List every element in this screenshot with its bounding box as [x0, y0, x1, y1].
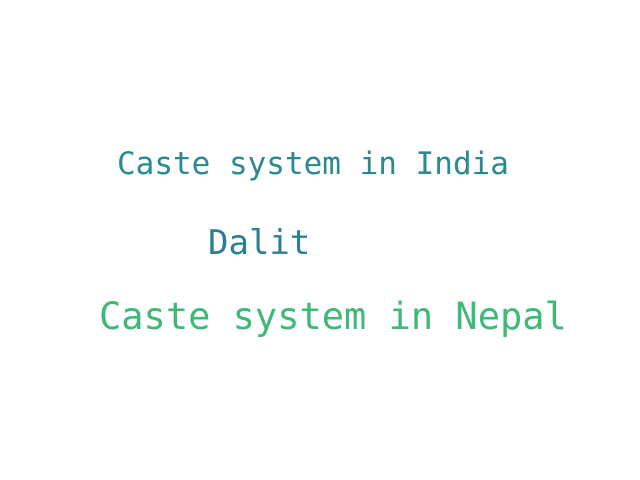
word-caste-system-india: Caste system in India: [117, 146, 509, 182]
word-caste-system-nepal: Caste system in Nepal: [99, 295, 567, 338]
word-dalit: Dalit: [208, 223, 311, 263]
